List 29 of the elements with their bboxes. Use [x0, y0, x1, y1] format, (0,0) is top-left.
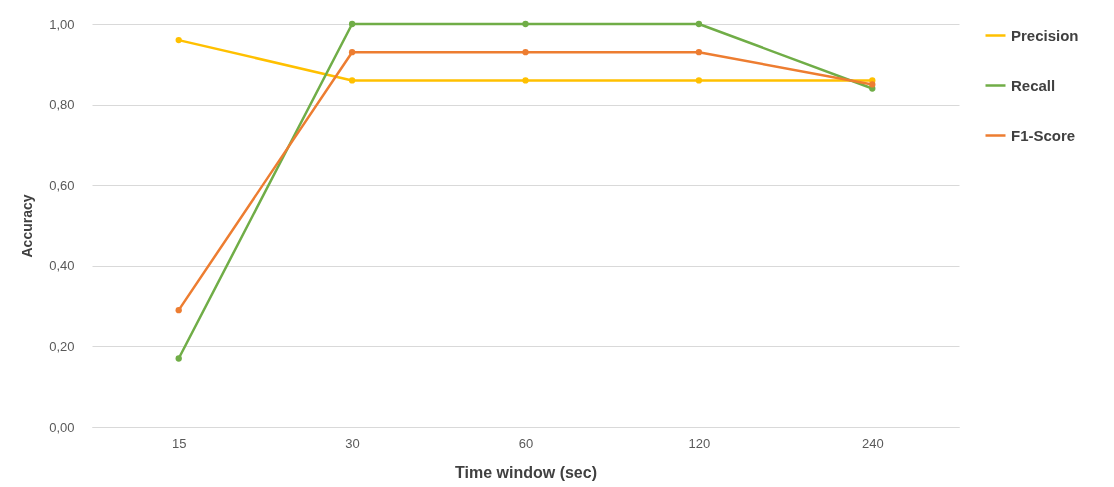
x-tick-label: 15 — [171, 435, 187, 451]
x-axis-title: Time window (sec) — [455, 463, 597, 481]
y-axis-title: Accuracy — [19, 194, 36, 258]
y-tick-label: 0,60 — [49, 177, 75, 193]
legend-label: F1-Score — [1011, 126, 1076, 144]
x-tick-label: 120 — [688, 435, 711, 451]
point — [695, 77, 703, 84]
y-tick-label: 0,20 — [49, 338, 75, 354]
point — [348, 20, 356, 28]
point — [522, 49, 529, 56]
x-tick-label: 60 — [518, 435, 534, 451]
x-tick-label: 30 — [345, 435, 360, 451]
point — [695, 49, 703, 56]
y-tick-label: 0,00 — [49, 419, 75, 435]
point — [348, 77, 356, 84]
y-tick-label: 0,80 — [49, 97, 75, 113]
point — [175, 355, 182, 362]
point — [348, 49, 356, 56]
point — [175, 306, 182, 314]
point — [522, 77, 529, 84]
legend-label: Precision — [1011, 26, 1079, 44]
point — [869, 81, 876, 88]
point — [175, 36, 182, 44]
legend-label: Recall — [1011, 76, 1056, 94]
y-tick-label: 1,00 — [49, 16, 75, 32]
x-tick-label: 240 — [861, 435, 884, 451]
point — [522, 20, 529, 28]
point — [695, 20, 703, 28]
y-tick-label: 0,40 — [49, 258, 75, 274]
